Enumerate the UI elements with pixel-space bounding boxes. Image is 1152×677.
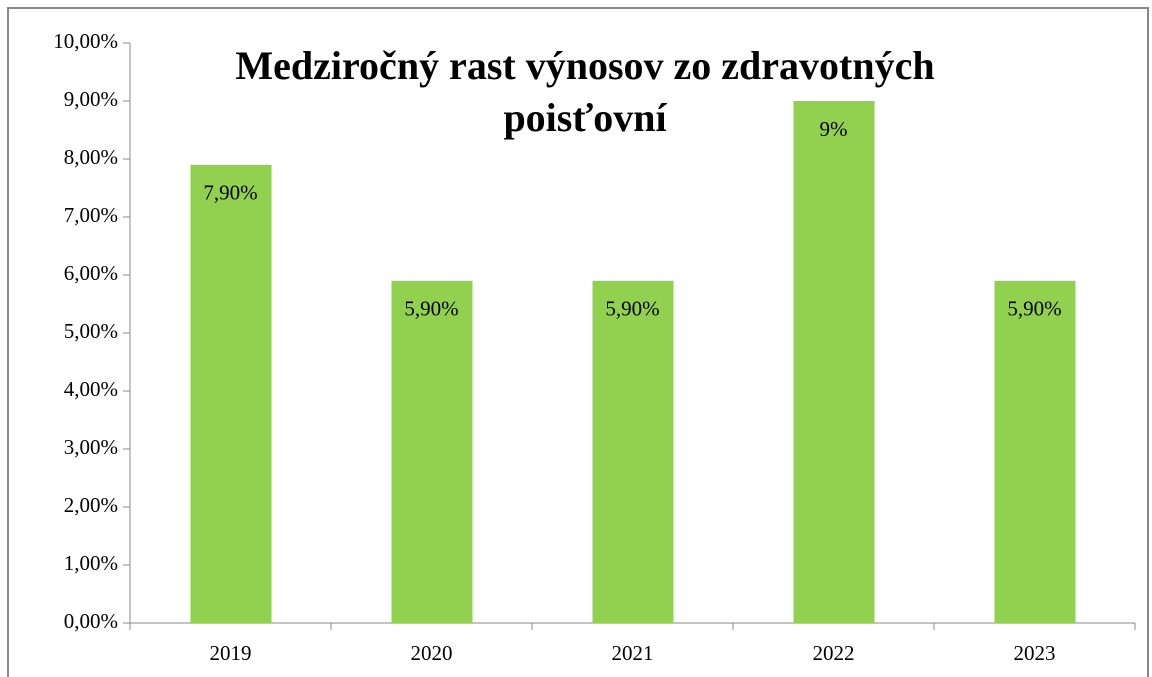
y-tick-label: 6,00%: [64, 261, 118, 285]
y-tick-label: 5,00%: [64, 319, 118, 343]
bar: [793, 101, 875, 623]
x-tick-label: 2021: [612, 641, 654, 665]
bar: [190, 164, 272, 624]
y-tick-label: 8,00%: [64, 145, 118, 169]
data-label: 7,90%: [203, 181, 257, 205]
bar: [592, 280, 674, 623]
x-tick-label: 2022: [813, 641, 855, 665]
data-label: 5,90%: [1007, 297, 1061, 321]
chart-title: Medziročný rast výnosov zo zdravotných p…: [235, 43, 935, 140]
x-tick-label: 2019: [210, 641, 252, 665]
x-tick-label: 2020: [411, 641, 453, 665]
data-label: 5,90%: [605, 297, 659, 321]
y-tick-label: 2,00%: [64, 493, 118, 517]
x-tick-label: 2023: [1014, 641, 1056, 665]
y-tick-label: 0,00%: [64, 609, 118, 633]
y-tick-label: 1,00%: [64, 551, 118, 575]
data-label: 5,90%: [404, 297, 458, 321]
data-label: 9%: [820, 117, 848, 141]
y-tick-label: 9,00%: [64, 87, 118, 111]
y-tick-label: 3,00%: [64, 435, 118, 459]
bar: [391, 280, 473, 623]
chart-border: [7, 7, 1149, 677]
y-tick-label: 10,00%: [53, 29, 118, 53]
y-tick-label: 4,00%: [64, 377, 118, 401]
bar: [994, 280, 1076, 623]
y-tick-label: 7,00%: [64, 203, 118, 227]
